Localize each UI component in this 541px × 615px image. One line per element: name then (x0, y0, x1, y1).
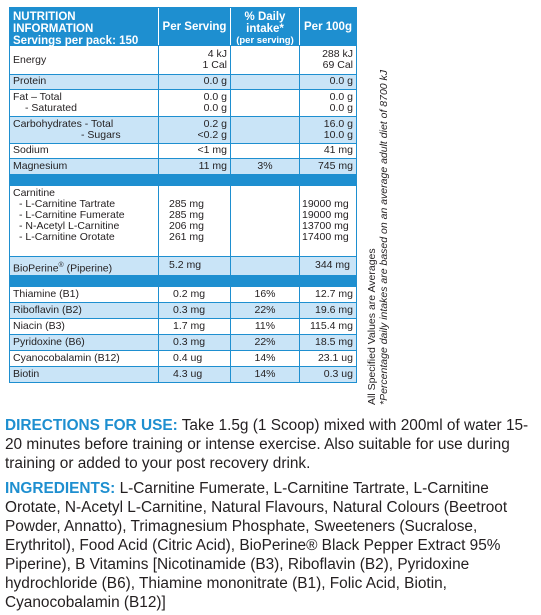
servings-per-pack: Servings per pack: 150 (13, 35, 139, 47)
ingredients-text: L-Carnitine Fumerate, L-Carnitine Tartra… (5, 480, 508, 611)
col-daily-intake: % Daily intake* (per serving) (231, 8, 300, 46)
row-thiamine: Thiamine (B1) 0.2 mg 16% 12.7 mg (10, 286, 356, 302)
section-divider (10, 174, 356, 185)
table-title: NUTRITION INFORMATION (13, 11, 94, 35)
table-header: NUTRITION INFORMATION Servings per pack:… (10, 8, 356, 59)
carnitine-label: Carnitine (13, 187, 56, 199)
row-bioperine: BioPerine® (Piperine) 5.2 mg 344 mg (10, 256, 356, 275)
row-sodium: Sodium <1 mg 41 mg (10, 143, 356, 158)
row-magnesium: Magnesium 11 mg 3% 745 mg (10, 158, 356, 174)
col-per-serving: Per Serving (159, 8, 231, 45)
directions-text: Take 1.5g (1 Scoop) mixed with 200ml of … (5, 417, 529, 472)
row-riboflavin: Riboflavin (B2) 0.3 mg 22% 19.6 mg (10, 302, 356, 318)
section-divider (10, 275, 356, 286)
row-carnitine: Carnitine - L-Carnitine Tartrate - L-Car… (10, 185, 356, 256)
nutrition-table: NUTRITION INFORMATION Servings per pack:… (9, 7, 357, 383)
row-biotin: Biotin 4.3 ug 14% 0.3 ug (10, 366, 356, 382)
directions-paragraph: DIRECTIONS FOR USE: Take 1.5g (1 Scoop) … (5, 416, 537, 473)
ingredients-paragraph: INGREDIENTS: L-Carnitine Fumerate, L-Car… (5, 479, 537, 612)
header-info: NUTRITION INFORMATION Servings per pack:… (10, 8, 159, 59)
row-niacin: Niacin (B3) 1.7 mg 11% 115.4 mg (10, 318, 356, 334)
col-per-100g: Per 100g (304, 20, 352, 33)
row-protein: Protein 0.0 g 0.0 g (10, 74, 356, 89)
row-cyanocobalamin: Cyanocobalamin (B12) 0.4 ug 14% 23.1 ug (10, 350, 356, 366)
side-footnote: All Specified Values are Averages *Perce… (364, 10, 390, 405)
row-pyridoxine: Pyridoxine (B6) 0.3 mg 22% 18.5 mg (10, 334, 356, 350)
daily-intake-note: *Percentage daily intakes are based on a… (378, 69, 390, 405)
serving-size: Serving size: 1.5g (13, 47, 111, 59)
row-energy: Energy 4 kJ 1 Cal 288 kJ 69 Cal (10, 45, 356, 74)
ingredients-label: INGREDIENTS: (5, 480, 116, 497)
row-carbohydrates: Carbohydrates - Total - Sugars 0.2 g <0.2 … (10, 116, 356, 143)
averages-note: All Specified Values are Averages (366, 248, 378, 405)
directions-label: DIRECTIONS FOR USE: (5, 417, 178, 434)
